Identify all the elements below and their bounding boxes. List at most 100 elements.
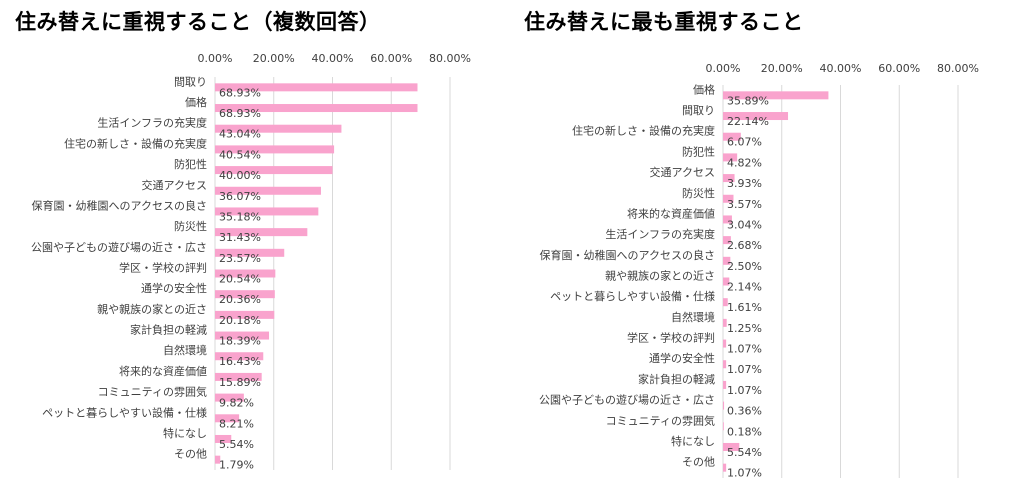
data-label: 15.89%: [219, 376, 261, 389]
category-label: 自然環境: [163, 343, 207, 357]
bar: [723, 318, 727, 327]
bar: [723, 422, 724, 431]
data-label: 5.54%: [727, 446, 762, 459]
data-label: 40.54%: [219, 148, 261, 161]
category-label: コミュニティの雰囲気: [98, 385, 207, 399]
category-label: 保育園・幼稚園へのアクセスの良さ: [32, 198, 207, 212]
x-tick-label: 40.00%: [312, 52, 354, 65]
bar: [723, 215, 732, 224]
category-label: 住宅の新しさ・設備の充実度: [64, 136, 207, 150]
bar: [215, 145, 335, 154]
bar: [723, 132, 741, 141]
data-label: 16.43%: [219, 355, 261, 368]
bar: [215, 352, 264, 361]
bar: [215, 186, 321, 195]
category-label: 親や親族の家との近さ: [605, 269, 715, 283]
data-label: 68.93%: [219, 107, 261, 120]
data-label: 40.00%: [219, 169, 261, 182]
category-label: 公園や子どもの遊び場の近さ・広さ: [539, 393, 715, 407]
data-label: 2.68%: [727, 239, 762, 252]
category-label: 間取り: [682, 104, 715, 117]
data-label: 3.57%: [727, 198, 762, 211]
category-label: 学区・学校の評判: [627, 331, 715, 345]
category-label: 生活インフラの充実度: [605, 227, 715, 241]
bar: [723, 174, 735, 183]
bar: [215, 104, 418, 113]
category-label: 将来的な資産価値: [119, 364, 207, 378]
data-label: 35.89%: [727, 94, 769, 107]
bar: [723, 463, 727, 472]
bar: [723, 401, 725, 410]
data-label: 4.82%: [727, 156, 762, 169]
bar: [723, 256, 731, 265]
bar: [215, 166, 333, 175]
data-label: 36.07%: [219, 190, 261, 203]
bar: [215, 414, 240, 423]
bar: [723, 194, 734, 203]
bar: [723, 380, 727, 389]
category-label: 自然環境: [671, 310, 715, 324]
category-label: その他: [682, 456, 715, 469]
data-label: 8.21%: [219, 417, 254, 430]
category-label: 防災性: [682, 186, 715, 200]
bar: [723, 112, 789, 121]
bar: [723, 236, 731, 245]
data-label: 6.07%: [727, 136, 762, 149]
bar: [215, 393, 244, 402]
x-tick-label: 0.00%: [198, 52, 233, 65]
category-label: 学区・学校の評判: [119, 261, 207, 275]
category-label: 通学の安全性: [649, 351, 715, 365]
category-label: 生活インフラの充実度: [97, 116, 207, 130]
category-label: 住宅の新しさ・設備の充実度: [572, 124, 715, 138]
chart-multiple-answers: 0.00% 20.00% 40.00% 60.00% 80.00% 間取り 68.93% 価格…: [31, 52, 471, 472]
data-label: 3.93%: [727, 177, 762, 190]
x-tick-label: 0.00%: [706, 62, 741, 75]
category-label: 公園や子どもの遊び場の近さ・広さ: [31, 240, 207, 254]
data-label: 22.14%: [727, 115, 769, 128]
x-tick-label: 60.00%: [878, 62, 920, 75]
data-label: 3.04%: [727, 218, 762, 231]
category-label: 特になし: [163, 426, 207, 440]
data-label: 9.82%: [219, 397, 254, 410]
x-tick-label: 20.00%: [761, 62, 803, 75]
category-label: 防犯性: [682, 144, 715, 158]
category-label: ペットと暮らしやすい設備・仕様: [550, 289, 715, 303]
category-label: 家計負担の軽減: [130, 323, 207, 337]
bar: [215, 310, 275, 319]
bar: [215, 248, 285, 257]
bar: [215, 228, 308, 237]
bar: [723, 360, 727, 369]
data-label: 18.39%: [219, 335, 261, 348]
data-label: 2.14%: [727, 281, 762, 294]
data-label: 0.18%: [727, 425, 762, 438]
category-label: 間取り: [174, 75, 207, 88]
category-label: 防犯性: [174, 157, 207, 171]
data-label: 43.04%: [219, 128, 261, 141]
category-label: 通学の安全性: [141, 281, 207, 295]
x-tick-label: 20.00%: [253, 52, 295, 65]
bar: [723, 339, 727, 348]
data-label: 68.93%: [219, 86, 261, 99]
data-label: 1.07%: [727, 363, 762, 376]
category-label: ペットと暮らしやすい設備・仕様: [42, 405, 207, 419]
category-label: 交通アクセス: [650, 165, 715, 179]
data-label: 31.43%: [219, 231, 261, 244]
bar: [215, 290, 275, 299]
bar: [215, 207, 319, 216]
category-label: コミュニティの雰囲気: [606, 413, 715, 427]
category-label: 親や親族の家との近さ: [97, 302, 207, 316]
category-label: 価格: [185, 95, 207, 109]
bar: [215, 434, 232, 443]
category-label: 保育園・幼稚園へのアクセスの良さ: [540, 248, 715, 262]
bar: [723, 91, 829, 100]
bar: [215, 269, 276, 278]
data-label: 20.36%: [219, 293, 261, 306]
data-label: 0.36%: [727, 405, 762, 418]
data-label: 1.07%: [727, 467, 762, 480]
chart-title-most-important: 住み替えに最も重視すること: [524, 10, 804, 34]
bar: [215, 455, 221, 464]
bar: [723, 442, 740, 451]
category-label: その他: [174, 448, 207, 461]
bar: [215, 372, 262, 381]
